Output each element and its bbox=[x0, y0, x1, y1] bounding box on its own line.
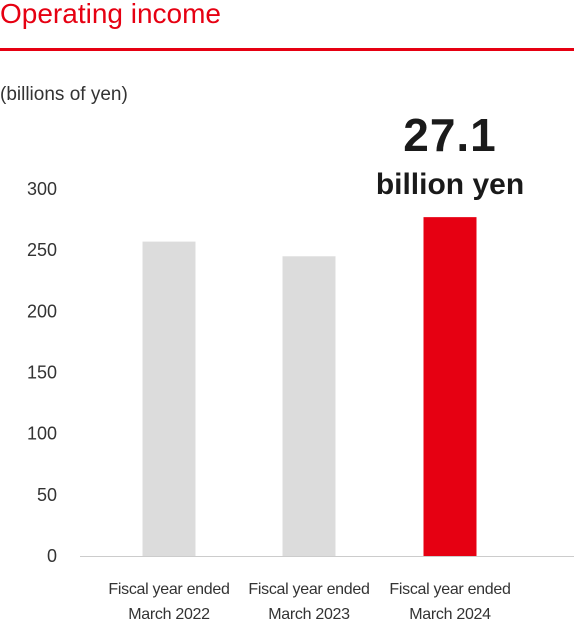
x-category-label: Fiscal year ended bbox=[389, 581, 510, 598]
x-category-label: March 2024 bbox=[409, 606, 491, 623]
y-tick-label: 200 bbox=[27, 301, 57, 321]
callout-value: 27.1 bbox=[403, 109, 497, 161]
callout-unit: billion yen bbox=[375, 168, 525, 201]
bar-3 bbox=[423, 217, 477, 557]
y-tick-label: 250 bbox=[27, 240, 57, 260]
bar-2 bbox=[282, 256, 336, 556]
y-tick-label: 50 bbox=[37, 485, 57, 505]
x-category-label: March 2022 bbox=[128, 606, 210, 623]
y-tick-label: 150 bbox=[27, 363, 57, 383]
title-divider bbox=[0, 48, 574, 51]
x-category-label: March 2023 bbox=[268, 606, 350, 623]
unit-label: (billions of yen) bbox=[0, 84, 128, 105]
bar-1 bbox=[142, 241, 196, 556]
x-category-label: Fiscal year ended bbox=[248, 581, 369, 598]
y-tick-label: 0 bbox=[47, 546, 57, 566]
chart-title: Operating income bbox=[0, 0, 222, 29]
y-tick-label: 100 bbox=[27, 424, 57, 444]
y-tick-label: 300 bbox=[27, 179, 57, 199]
x-category-label: Fiscal year ended bbox=[108, 581, 229, 598]
